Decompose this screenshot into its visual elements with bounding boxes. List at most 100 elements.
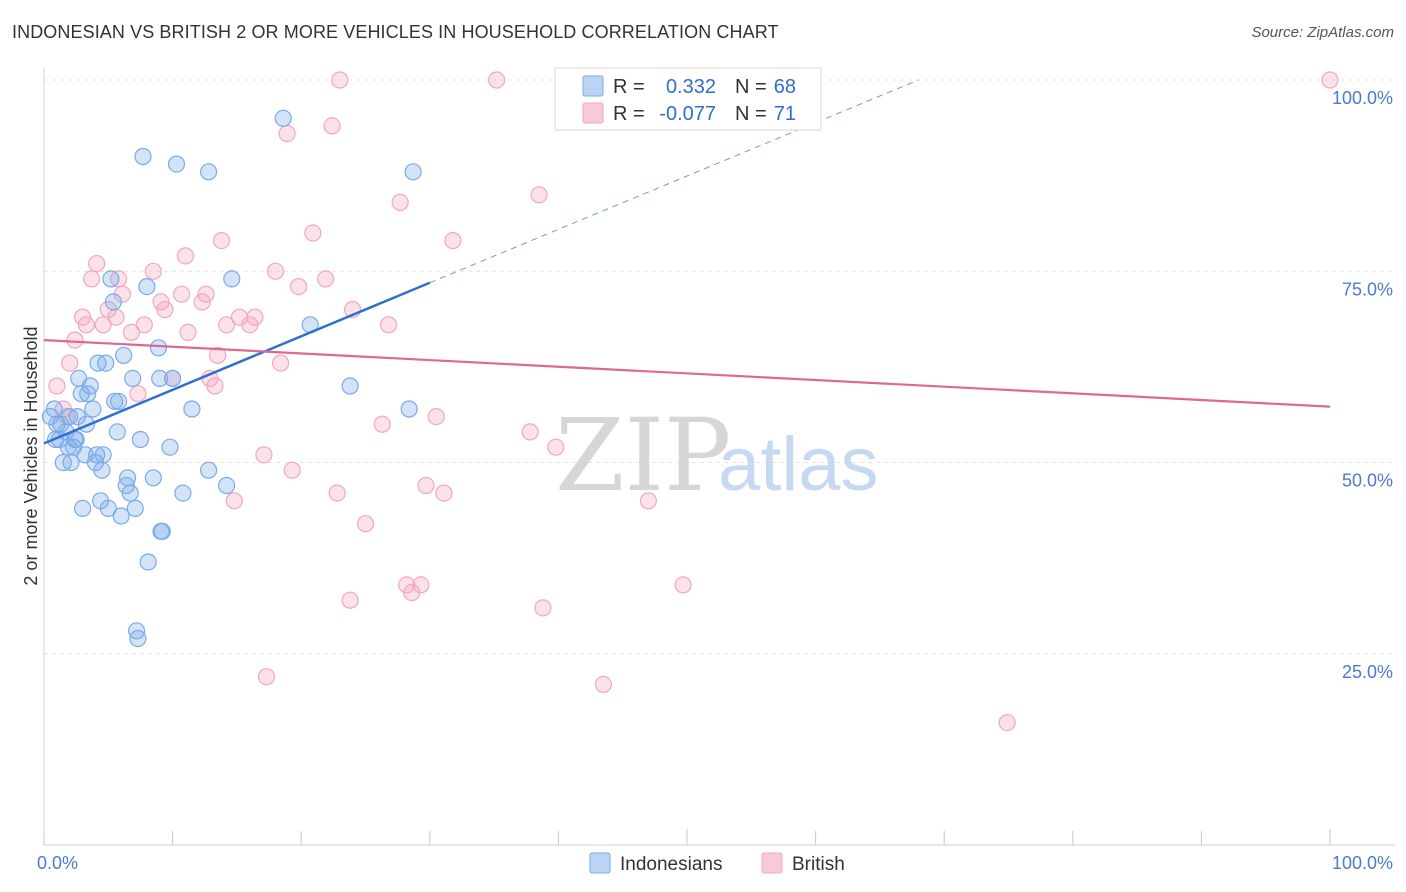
- british-point: [48, 377, 66, 395]
- series-legend: Indonesians British: [589, 852, 845, 875]
- british-point: [173, 285, 191, 303]
- british-point: [639, 492, 658, 510]
- british-point: [488, 71, 506, 89]
- legend-r-value-2: -0.077: [659, 103, 716, 125]
- indonesian-point: [81, 377, 99, 395]
- indonesian-point: [102, 270, 120, 288]
- british-point: [356, 515, 375, 533]
- british-point: [435, 484, 453, 502]
- indonesian-point: [52, 415, 70, 433]
- british-point: [255, 446, 273, 464]
- british-point: [373, 415, 391, 433]
- british-point: [179, 323, 197, 341]
- indonesian-point: [129, 629, 147, 648]
- indonesian-point: [161, 438, 179, 456]
- indonesian-point: [117, 476, 135, 495]
- british-point: [391, 193, 409, 211]
- indonesian-trend-line: [43, 281, 431, 445]
- british-point: [218, 316, 236, 334]
- indonesian-point: [68, 408, 87, 426]
- bottom-legend-label-british: British: [792, 854, 845, 875]
- indonesian-point: [200, 461, 218, 479]
- legend-r-value-1: 0.332: [666, 76, 716, 98]
- trend-lines: [43, 79, 1331, 445]
- british-point: [129, 385, 147, 403]
- indonesian-point: [109, 392, 128, 410]
- british-point: [77, 316, 96, 334]
- british-point: [272, 354, 290, 372]
- indonesian-point: [400, 400, 418, 418]
- british-point: [135, 316, 153, 334]
- source-credit: Source: ZipAtlas.com: [1251, 24, 1394, 41]
- indonesian-point: [94, 446, 112, 464]
- british-point: [206, 377, 224, 395]
- british-point: [530, 186, 548, 204]
- legend-r-label-1: R =: [613, 76, 645, 98]
- indonesian-point: [106, 392, 124, 410]
- legend-r-label-2: R =: [613, 103, 645, 125]
- british-point: [317, 270, 335, 288]
- legend-n-value-1: 68: [774, 76, 796, 98]
- british-point: [417, 476, 435, 495]
- indonesian-point: [149, 339, 168, 357]
- indonesian-point: [223, 270, 241, 288]
- indonesian-point: [99, 499, 117, 517]
- legend-n-value-2: 71: [774, 103, 796, 125]
- y-tick-label-100: 100.0%: [1332, 88, 1393, 108]
- british-point: [122, 323, 140, 341]
- british-point: [278, 124, 296, 143]
- y-tick-label-50: 50.0%: [1342, 471, 1393, 491]
- legend-n-label-2: N =: [735, 103, 767, 125]
- british-points: [48, 71, 1339, 732]
- british-point: [94, 316, 112, 334]
- indonesian-point: [115, 346, 133, 364]
- british-point: [674, 576, 692, 594]
- british-point: [341, 591, 359, 609]
- indonesian-point: [62, 453, 80, 472]
- british-point: [547, 438, 565, 456]
- british-point: [534, 599, 552, 617]
- indonesian-point: [404, 163, 422, 181]
- bottom-legend-swatch-indonesians: [589, 852, 611, 874]
- watermark: ZIP atlas: [555, 397, 879, 514]
- x-tick-label-min: 0.0%: [37, 853, 78, 873]
- bottom-legend-label-indonesians: Indonesians: [620, 854, 722, 875]
- indonesian-point: [134, 147, 152, 166]
- legend-swatch-british: [582, 102, 604, 124]
- british-trend-line: [43, 339, 1331, 408]
- british-point: [323, 117, 341, 135]
- indonesian-point: [45, 400, 63, 418]
- british-point: [283, 461, 301, 479]
- y-tick-labels: 25.0% 50.0% 75.0% 100.0%: [1332, 88, 1393, 682]
- british-point: [1321, 71, 1339, 89]
- british-point: [266, 262, 285, 280]
- indonesian-point: [112, 507, 130, 525]
- indonesian-point: [93, 461, 111, 479]
- british-point: [61, 354, 79, 372]
- gridlines: [44, 79, 1395, 655]
- indonesian-point: [108, 423, 126, 441]
- axes: [43, 68, 1395, 846]
- british-point: [257, 668, 276, 686]
- british-point: [144, 262, 162, 280]
- indonesian-point: [218, 476, 236, 495]
- indonesian-point: [144, 469, 162, 487]
- indonesian-point: [167, 155, 186, 173]
- indonesian-point: [73, 499, 92, 517]
- indonesian-point: [97, 354, 115, 372]
- x-tick-marks: [43, 829, 1331, 845]
- y-tick-label-75: 75.0%: [1342, 279, 1393, 299]
- british-point: [66, 331, 84, 349]
- indonesian-point: [131, 430, 149, 449]
- british-point: [107, 308, 125, 326]
- y-axis-title: 2 or more Vehicles in Household: [21, 326, 41, 585]
- indonesian-point: [174, 484, 192, 502]
- british-point: [331, 71, 349, 89]
- british-point: [212, 232, 231, 250]
- legend-swatch-indonesians: [582, 75, 604, 97]
- indonesian-point: [126, 499, 144, 517]
- indonesian-point: [341, 377, 359, 395]
- indonesian-trend-extension: [429, 79, 919, 284]
- british-point: [304, 224, 322, 242]
